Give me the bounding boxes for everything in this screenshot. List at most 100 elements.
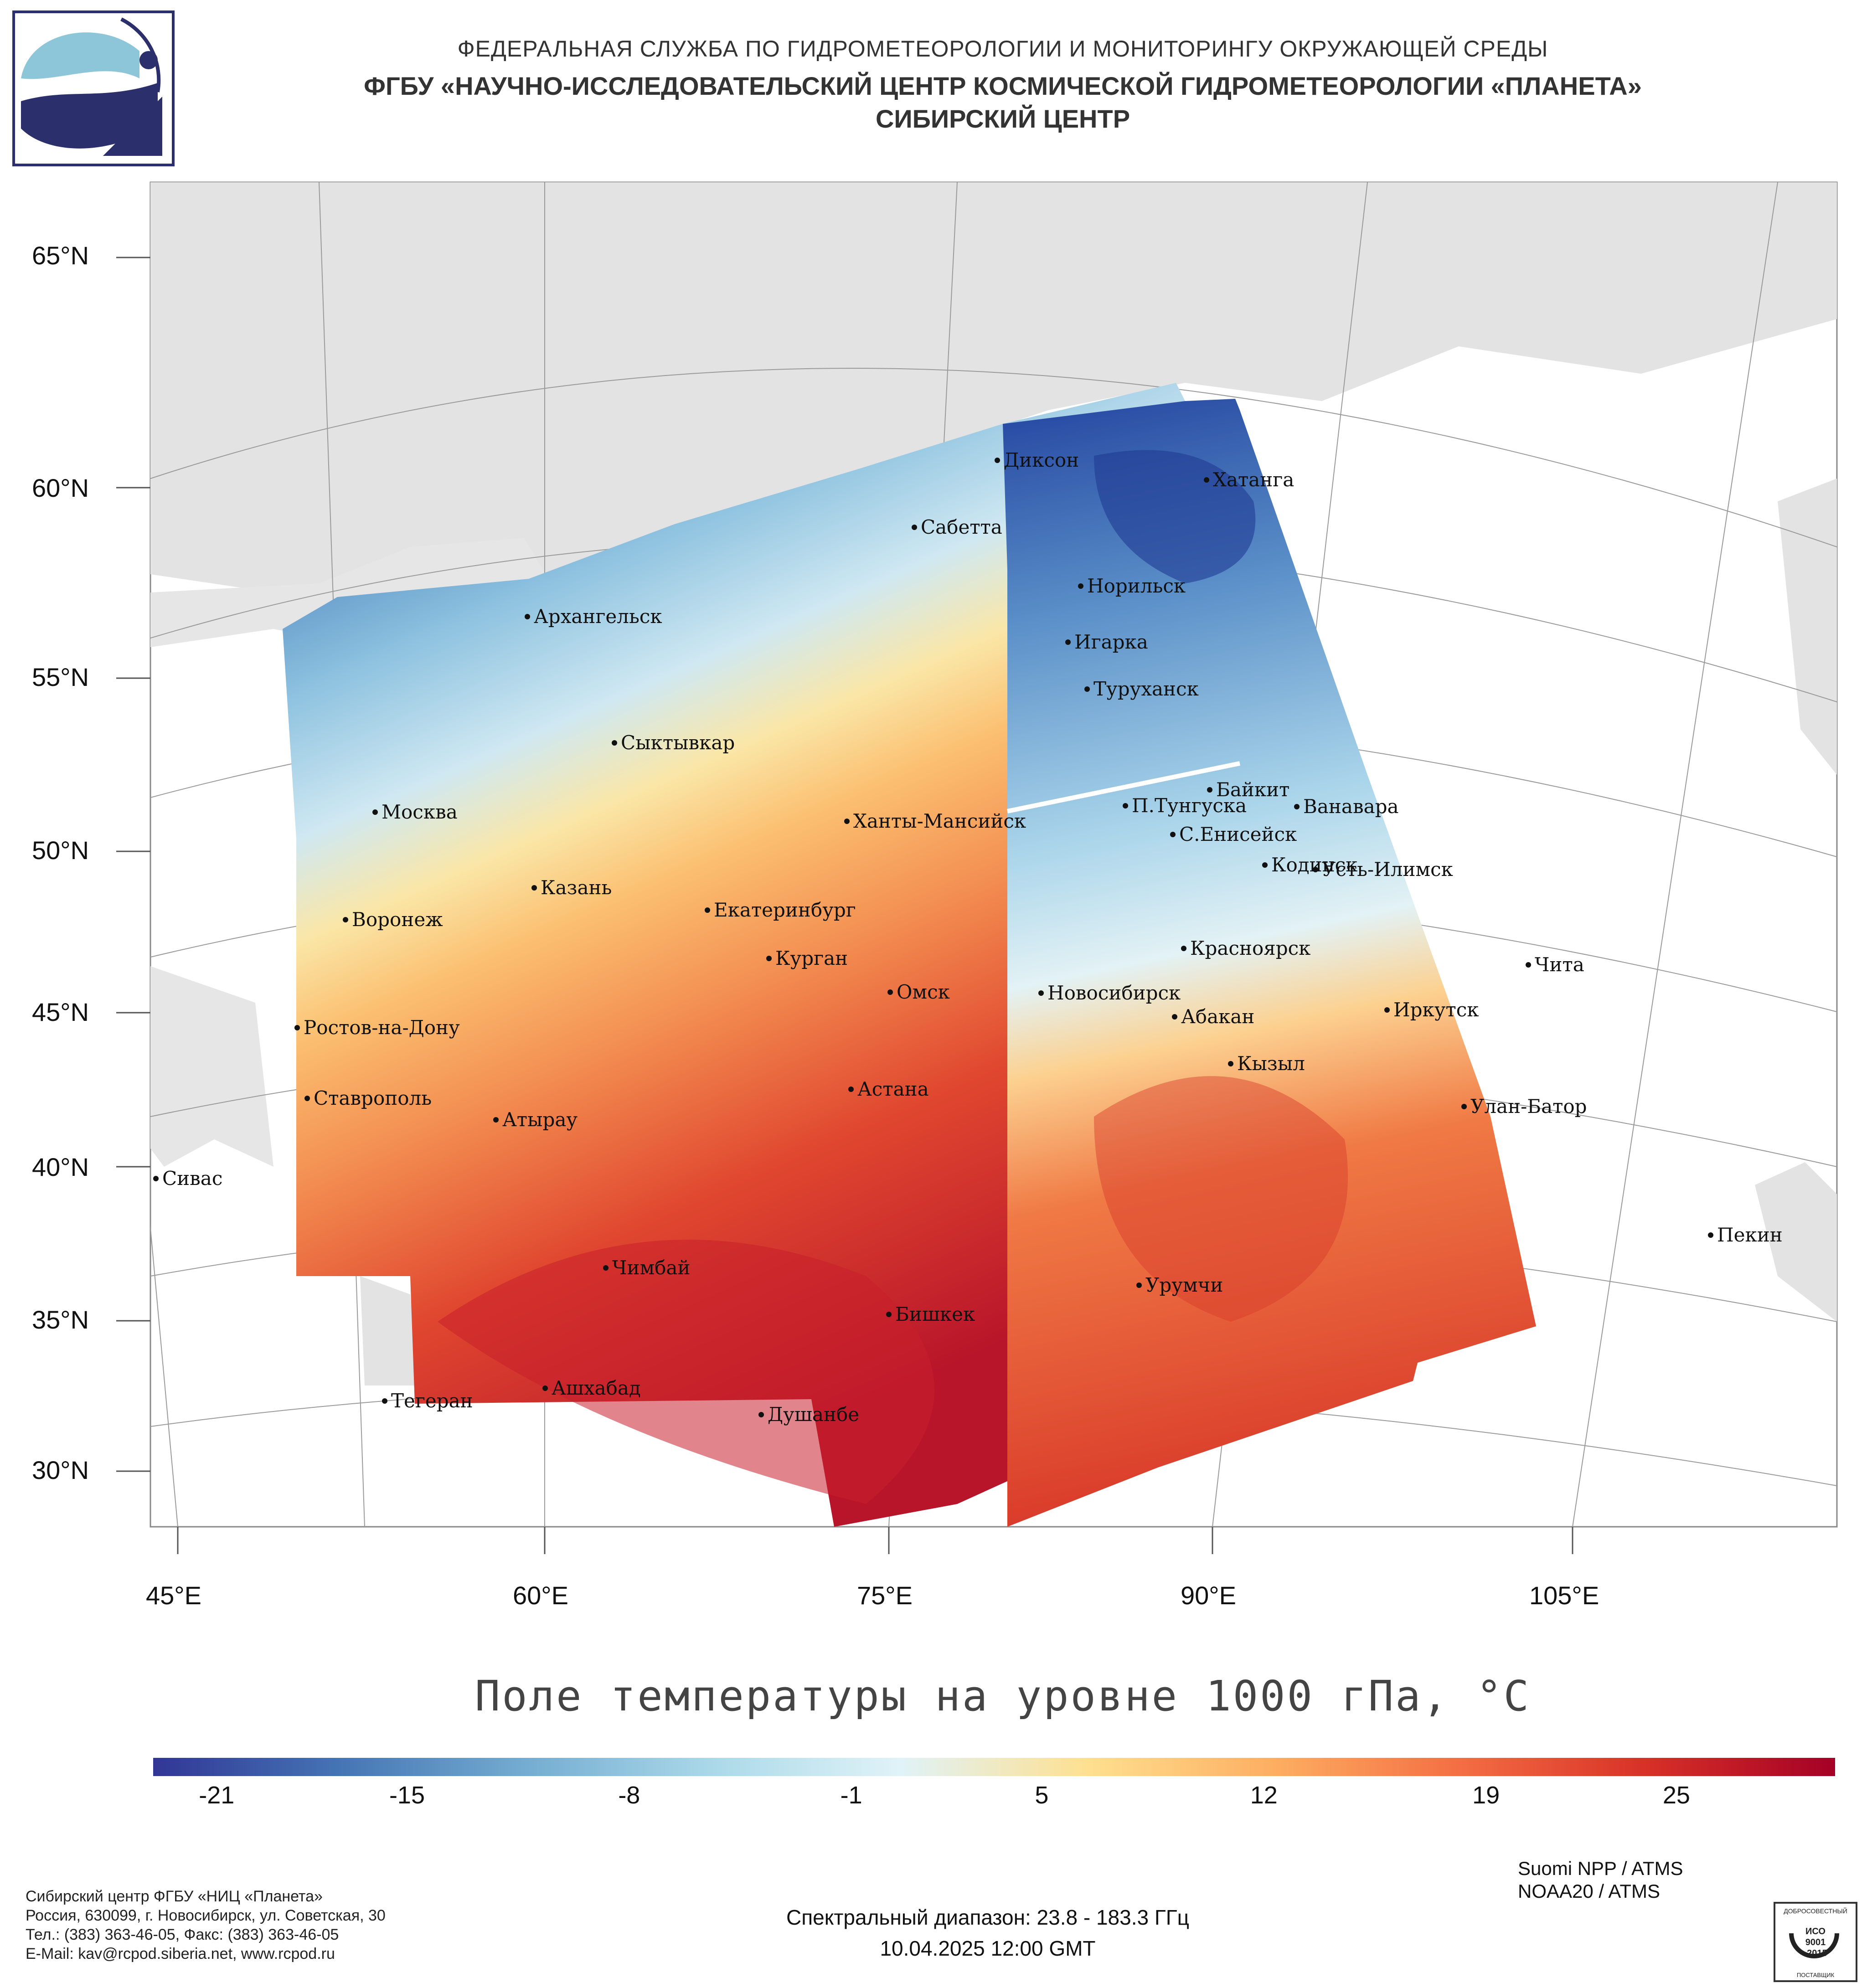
colorbar-tick-label: -1 <box>840 1782 862 1809</box>
footer-line: E-Mail: kav@rcpod.siberia.net, www.rcpod… <box>26 1945 335 1962</box>
temperature-colorbar <box>153 1758 1835 1776</box>
warm-core <box>438 1240 934 1504</box>
land-south <box>360 1276 419 1385</box>
spectral-range: Спектральный диапазон: 23.8 - 183.3 ГГц <box>786 1906 1190 1929</box>
city-marker <box>1708 1232 1713 1238</box>
city-marker <box>531 885 537 891</box>
city-label: Ханты-Мансийск <box>853 810 1026 832</box>
satellite-list: Suomi NPP / ATMS NOAA20 / ATMS <box>1518 1857 1683 1903</box>
city-label: Кызыл <box>1237 1052 1305 1075</box>
city-marker <box>525 614 530 619</box>
city-marker <box>1294 804 1300 809</box>
city-label: Новосибирск <box>1047 982 1181 1004</box>
city-label: Иркутск <box>1393 999 1479 1021</box>
city-label: Ашхабад <box>552 1377 641 1399</box>
city-marker <box>705 907 710 913</box>
lat-label: 45°N <box>32 998 89 1026</box>
warm-core-east <box>1094 1076 1348 1322</box>
city-marker <box>294 1025 300 1030</box>
city-marker <box>1038 990 1044 996</box>
city-label: Казань <box>541 876 612 899</box>
city-marker <box>766 956 772 961</box>
header-agency: ФЕДЕРАЛЬНАЯ СЛУЖБА ПО ГИДРОМЕТЕОРОЛОГИИ … <box>457 36 1548 62</box>
land-east <box>1778 479 1837 775</box>
city-label: Урумчи <box>1145 1274 1223 1296</box>
city-marker <box>1262 862 1268 868</box>
colorbar-tick-label: -15 <box>389 1782 425 1809</box>
latitude-labels: 65°N 60°N 55°N 50°N 45°N 40°N 35°N 30°N <box>32 241 89 1484</box>
colorbar-tick-label: 25 <box>1662 1782 1690 1809</box>
header-institute: ФГБУ «НАУЧНО-ИССЛЕДОВАТЕЛЬСКИЙ ЦЕНТР КОС… <box>364 72 1642 100</box>
city-label: Воронеж <box>352 908 443 931</box>
header-center: СИБИРСКИЙ ЦЕНТР <box>875 104 1130 133</box>
city-label: Диксон <box>1004 449 1079 471</box>
footer-line: Тел.: (383) 363-46-05, Факс: (383) 363-4… <box>26 1926 339 1943</box>
city-marker <box>1123 803 1128 809</box>
lat-label: 55°N <box>32 663 89 691</box>
city-label: Игарка <box>1074 631 1148 653</box>
city-label: Байкит <box>1216 778 1289 801</box>
city-label: Ростов-на-Дону <box>304 1016 460 1039</box>
city-label: Кодинск <box>1271 854 1357 876</box>
lat-label: 60°N <box>32 474 89 502</box>
satellite-item: Suomi NPP / ATMS <box>1518 1858 1683 1879</box>
city-marker <box>1181 946 1186 951</box>
temperature-swath-east <box>1003 399 1536 1527</box>
lat-label: 35°N <box>32 1305 89 1334</box>
city-label: Сивас <box>162 1167 222 1190</box>
city-label: Улан-Батор <box>1470 1095 1587 1118</box>
city-labels: Диксон Хатанга Сабетта Норильск Архангельск И… <box>153 449 1783 1426</box>
city-label: Курган <box>775 947 848 969</box>
colorbar-tick-label: 5 <box>1035 1782 1049 1809</box>
planeta-logo <box>12 10 175 166</box>
city-marker <box>1172 1014 1177 1020</box>
city-label: Архангельск <box>534 605 662 628</box>
city-label: П.Тунгуска <box>1132 794 1247 817</box>
data-gap-line <box>1006 761 1241 814</box>
iso-bottom-text: ПОСТАВЩИК <box>1797 1972 1835 1978</box>
city-marker <box>304 1096 310 1101</box>
city-marker <box>1228 1061 1233 1066</box>
city-label: Омск <box>897 981 950 1003</box>
city-label: Усть-Илимск <box>1322 858 1453 881</box>
city-label: Ставрополь <box>314 1087 432 1109</box>
city-marker <box>1313 867 1318 872</box>
city-label: Тегеран <box>391 1390 473 1412</box>
lon-label: 75°E <box>857 1581 913 1610</box>
city-marker <box>612 740 617 746</box>
city-label: Хатанга <box>1213 469 1294 491</box>
city-label: Астана <box>857 1078 929 1100</box>
cold-core <box>1094 450 1256 583</box>
city-marker <box>1065 639 1071 645</box>
iso-text-1: ИСО <box>1805 1926 1826 1936</box>
iso-top-text: ДОБРОСОВЕСТНЫЙ <box>1784 1907 1847 1915</box>
iso-certification-badge: ДОБРОСОВЕСТНЫЙ ИСО 9001 -2015 ПОСТАВЩИК <box>1774 1902 1857 1982</box>
land-caspian-west <box>150 966 273 1167</box>
colorbar-tick-label: -21 <box>199 1782 235 1809</box>
city-marker <box>848 1087 854 1092</box>
city-marker <box>372 809 378 815</box>
land-arctic <box>150 182 1837 615</box>
product-title: Поле температуры на уровне 1000 гПа, °C <box>474 1672 1531 1720</box>
city-marker <box>995 458 1000 463</box>
lon-label: 45°E <box>146 1581 201 1610</box>
city-label: Абакан <box>1181 1005 1254 1028</box>
city-label: Москва <box>382 801 458 823</box>
city-marker <box>886 1312 892 1317</box>
footer-line: Россия, 630099, г. Новосибирск, ул. Сове… <box>26 1907 386 1924</box>
colorbar-tick-label: 19 <box>1472 1782 1500 1809</box>
city-marker <box>153 1176 159 1181</box>
city-marker <box>1207 787 1212 793</box>
city-marker <box>382 1398 387 1404</box>
city-label: Сабетта <box>921 516 1002 538</box>
city-label: Атырау <box>502 1108 578 1131</box>
city-label: Ванавара <box>1303 795 1399 818</box>
land-sea-east <box>1755 1162 1837 1322</box>
city-marker <box>1136 1282 1142 1288</box>
longitude-labels: 45°E 60°E 75°E 90°E 105°E <box>146 1581 1599 1610</box>
city-marker <box>493 1117 499 1123</box>
city-marker <box>1461 1104 1467 1109</box>
city-marker <box>1204 477 1209 483</box>
city-marker <box>758 1412 764 1417</box>
lat-ticks <box>116 257 1573 1554</box>
